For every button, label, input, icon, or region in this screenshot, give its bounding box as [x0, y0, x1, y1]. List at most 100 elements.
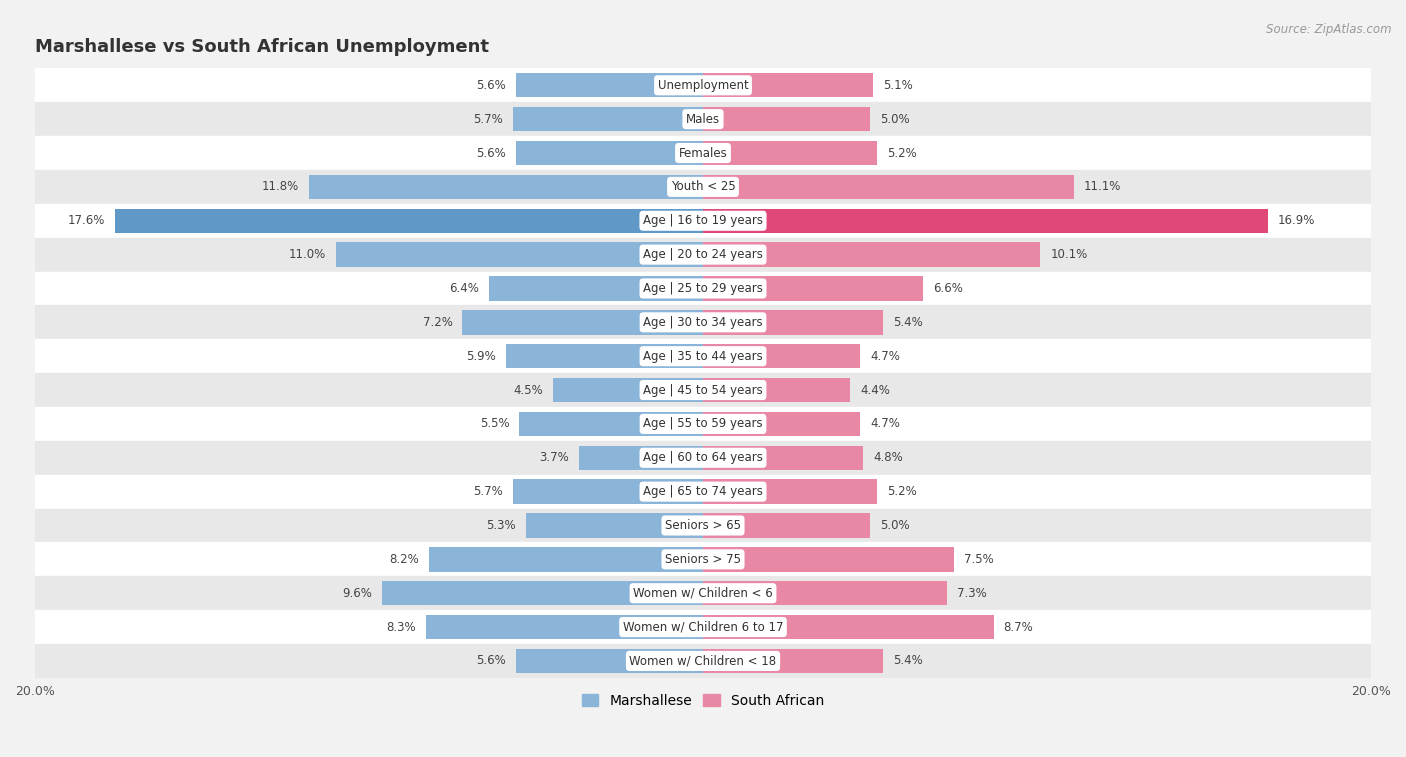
- Text: 8.3%: 8.3%: [387, 621, 416, 634]
- Bar: [703, 479, 877, 504]
- Text: 8.2%: 8.2%: [389, 553, 419, 565]
- Bar: [703, 73, 873, 98]
- Text: Marshallese vs South African Unemployment: Marshallese vs South African Unemploymen…: [35, 38, 489, 56]
- Text: 11.1%: 11.1%: [1084, 180, 1121, 193]
- Bar: [35, 441, 1371, 475]
- Text: Unemployment: Unemployment: [658, 79, 748, 92]
- Text: Age | 65 to 74 years: Age | 65 to 74 years: [643, 485, 763, 498]
- Bar: [703, 412, 860, 436]
- Text: Females: Females: [679, 147, 727, 160]
- Text: 5.4%: 5.4%: [893, 316, 924, 329]
- Text: Age | 55 to 59 years: Age | 55 to 59 years: [643, 417, 763, 431]
- Text: 7.2%: 7.2%: [423, 316, 453, 329]
- Bar: [463, 310, 703, 335]
- Text: 5.3%: 5.3%: [486, 519, 516, 532]
- Text: Youth < 25: Youth < 25: [671, 180, 735, 193]
- Bar: [35, 610, 1371, 644]
- Text: 4.5%: 4.5%: [513, 384, 543, 397]
- Bar: [35, 305, 1371, 339]
- Bar: [703, 141, 877, 165]
- Text: Women w/ Children < 6: Women w/ Children < 6: [633, 587, 773, 600]
- Text: 3.7%: 3.7%: [540, 451, 569, 464]
- Text: Source: ZipAtlas.com: Source: ZipAtlas.com: [1267, 23, 1392, 36]
- Bar: [35, 373, 1371, 407]
- Bar: [703, 175, 1074, 199]
- Bar: [516, 649, 703, 673]
- Text: 5.6%: 5.6%: [477, 79, 506, 92]
- Text: 6.6%: 6.6%: [934, 282, 963, 295]
- Bar: [35, 407, 1371, 441]
- Text: Women w/ Children 6 to 17: Women w/ Children 6 to 17: [623, 621, 783, 634]
- Text: 8.7%: 8.7%: [1004, 621, 1033, 634]
- Text: Seniors > 65: Seniors > 65: [665, 519, 741, 532]
- Bar: [703, 242, 1040, 266]
- Text: 9.6%: 9.6%: [343, 587, 373, 600]
- Bar: [703, 615, 994, 639]
- Bar: [703, 446, 863, 470]
- Text: 17.6%: 17.6%: [67, 214, 105, 227]
- Text: Age | 16 to 19 years: Age | 16 to 19 years: [643, 214, 763, 227]
- Text: 5.6%: 5.6%: [477, 147, 506, 160]
- Text: Age | 60 to 64 years: Age | 60 to 64 years: [643, 451, 763, 464]
- Bar: [336, 242, 703, 266]
- Text: Seniors > 75: Seniors > 75: [665, 553, 741, 565]
- Bar: [35, 204, 1371, 238]
- Bar: [506, 344, 703, 369]
- Text: Males: Males: [686, 113, 720, 126]
- Text: 10.1%: 10.1%: [1050, 248, 1088, 261]
- Bar: [703, 378, 851, 402]
- Text: 5.2%: 5.2%: [887, 485, 917, 498]
- Bar: [382, 581, 703, 606]
- Text: 5.7%: 5.7%: [472, 113, 502, 126]
- Bar: [703, 276, 924, 301]
- Text: 5.6%: 5.6%: [477, 655, 506, 668]
- Bar: [516, 73, 703, 98]
- Text: Age | 45 to 54 years: Age | 45 to 54 years: [643, 384, 763, 397]
- Text: 11.8%: 11.8%: [262, 180, 299, 193]
- Bar: [35, 339, 1371, 373]
- Bar: [579, 446, 703, 470]
- Legend: Marshallese, South African: Marshallese, South African: [576, 688, 830, 714]
- Bar: [35, 576, 1371, 610]
- Text: 5.5%: 5.5%: [479, 417, 509, 431]
- Text: 5.2%: 5.2%: [887, 147, 917, 160]
- Bar: [703, 344, 860, 369]
- Bar: [703, 513, 870, 537]
- Text: 4.7%: 4.7%: [870, 350, 900, 363]
- Text: 16.9%: 16.9%: [1278, 214, 1315, 227]
- Bar: [703, 107, 870, 132]
- Bar: [516, 141, 703, 165]
- Bar: [35, 272, 1371, 305]
- Text: 4.4%: 4.4%: [860, 384, 890, 397]
- Bar: [703, 310, 883, 335]
- Bar: [35, 644, 1371, 678]
- Text: 7.5%: 7.5%: [963, 553, 993, 565]
- Text: 7.3%: 7.3%: [957, 587, 987, 600]
- Bar: [703, 209, 1268, 233]
- Bar: [703, 547, 953, 572]
- Text: 5.1%: 5.1%: [883, 79, 912, 92]
- Bar: [703, 649, 883, 673]
- Bar: [35, 475, 1371, 509]
- Bar: [553, 378, 703, 402]
- Bar: [35, 238, 1371, 272]
- Bar: [35, 136, 1371, 170]
- Bar: [519, 412, 703, 436]
- Bar: [429, 547, 703, 572]
- Text: 6.4%: 6.4%: [450, 282, 479, 295]
- Bar: [309, 175, 703, 199]
- Bar: [35, 102, 1371, 136]
- Text: Age | 20 to 24 years: Age | 20 to 24 years: [643, 248, 763, 261]
- Text: Age | 35 to 44 years: Age | 35 to 44 years: [643, 350, 763, 363]
- Bar: [426, 615, 703, 639]
- Bar: [35, 170, 1371, 204]
- Bar: [35, 543, 1371, 576]
- Text: 5.0%: 5.0%: [880, 113, 910, 126]
- Text: 5.4%: 5.4%: [893, 655, 924, 668]
- Bar: [513, 479, 703, 504]
- Bar: [115, 209, 703, 233]
- Bar: [489, 276, 703, 301]
- Bar: [513, 107, 703, 132]
- Text: 11.0%: 11.0%: [288, 248, 326, 261]
- Text: 4.8%: 4.8%: [873, 451, 903, 464]
